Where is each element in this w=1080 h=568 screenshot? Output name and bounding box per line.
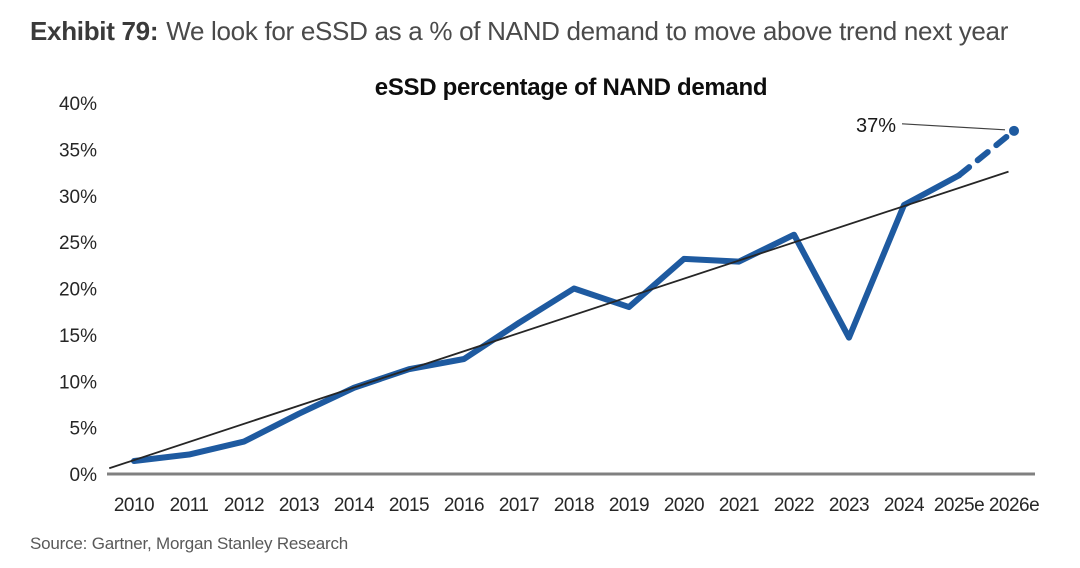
x-tick-label: 2010 — [114, 495, 154, 516]
x-tick-label: 2025e — [934, 495, 984, 516]
x-tick-label: 2015 — [389, 495, 429, 516]
trend-line — [108, 170, 1009, 470]
x-tick-label: 2018 — [554, 495, 594, 516]
y-tick-label: 25% — [59, 233, 97, 254]
exhibit-header: Exhibit 79: We look for eSSD as a % of NA… — [30, 16, 1070, 47]
x-tick-label: 2026e — [989, 495, 1039, 516]
x-tick-label: 2014 — [334, 495, 375, 516]
x-tick-label: 2013 — [279, 495, 319, 516]
x-tick-label: 2016 — [444, 495, 484, 516]
exhibit-label: Exhibit 79: — [30, 16, 159, 46]
series-line-actual — [131, 172, 962, 465]
series-end-marker — [1009, 125, 1019, 136]
y-tick-label: 15% — [59, 326, 97, 347]
x-axis-labels: 2010 2011 2012 2013 2014 2015 2016 2017 2018 2019… — [114, 495, 1040, 516]
y-tick-label: 30% — [59, 187, 97, 208]
y-tick-label: 5% — [70, 419, 98, 440]
y-tick-label: 20% — [59, 280, 97, 301]
annotation-label: 37% — [856, 115, 896, 137]
y-tick-label: 10% — [59, 372, 97, 393]
exhibit-title: We look for eSSD as a % of NAND demand t… — [166, 16, 1009, 46]
x-tick-label: 2019 — [609, 495, 649, 516]
y-tick-label: 40% — [59, 94, 97, 115]
x-tick-label: 2022 — [774, 495, 814, 516]
x-tick-label: 2021 — [719, 495, 759, 516]
y-axis-labels: 0% 5% 10% 15% 20% 25% 30% 35% 40% — [59, 94, 97, 486]
x-tick-label: 2024 — [884, 495, 925, 516]
x-tick-label: 2023 — [829, 495, 869, 516]
series-line-forecast — [956, 127, 1017, 179]
x-tick-label: 2017 — [499, 495, 539, 516]
source-note: Source: Gartner, Morgan Stanley Research — [30, 534, 348, 553]
essd-nand-demand-line-chart: 0%5%10%15%20%25%30%35%40%2010 2011 2012 201… — [59, 94, 1040, 516]
y-tick-label: 0% — [70, 465, 98, 486]
x-tick-label: 2020 — [664, 495, 704, 516]
chart-title: eSSD percentage of NAND demand — [374, 74, 768, 101]
y-tick-label: 35% — [59, 140, 97, 161]
x-tick-label: 2012 — [224, 495, 264, 516]
x-tick-label: 2011 — [170, 495, 209, 516]
annotation-leader-line — [901, 123, 1006, 131]
